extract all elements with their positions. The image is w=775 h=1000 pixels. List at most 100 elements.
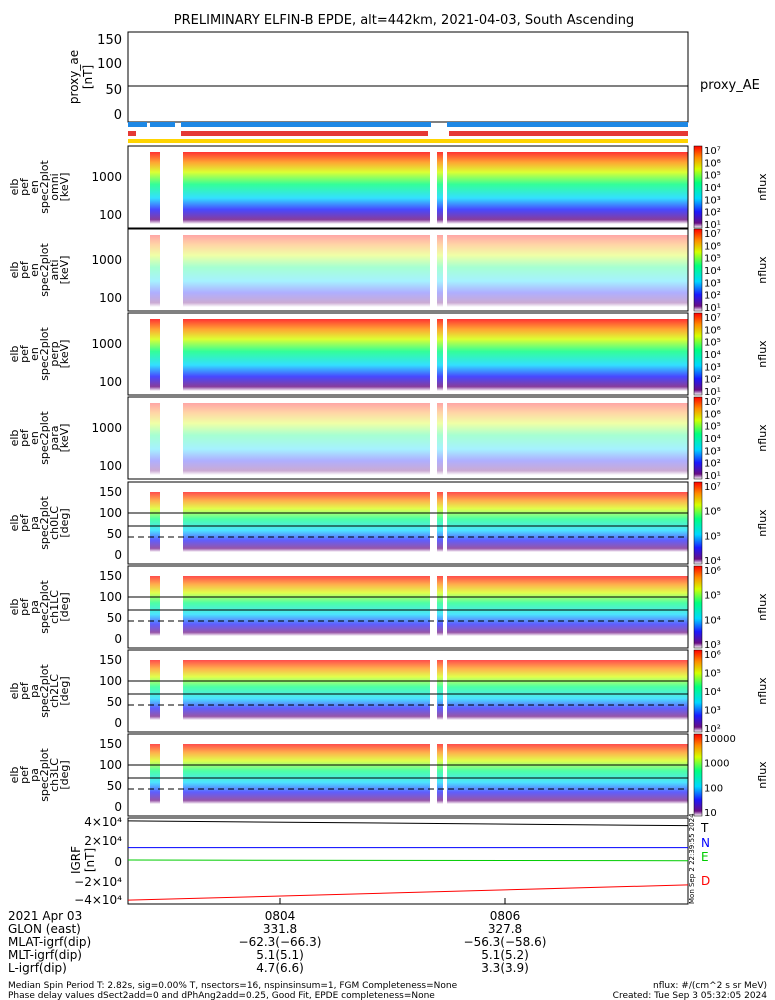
panel-ylabel: para: [48, 426, 61, 451]
colorbar-label: nflux: [756, 761, 769, 789]
colorbar: [693, 649, 703, 733]
colorbar-tick: 10⁵: [704, 591, 721, 602]
colorbar: [693, 145, 703, 229]
igrf-lines: [127, 820, 689, 901]
panel-frame: [127, 228, 689, 312]
footer-row-c2: 3.3(3.9): [481, 961, 529, 975]
panel-ylabel: [keV]: [58, 173, 71, 202]
status-bar-blue: [447, 122, 688, 127]
panel-ytick: 100: [99, 291, 122, 305]
spectrogram-band: [447, 660, 688, 720]
spectrogram-band: [183, 403, 430, 475]
spectrogram-band: [437, 319, 443, 391]
colorbar-tick: 10⁵: [704, 422, 721, 433]
colorbar-tick: 10⁵: [704, 171, 721, 182]
ae-ytick-50: 50: [105, 83, 122, 98]
panel-ylabel: elb: [8, 346, 21, 363]
colorbar-tick: 10⁶: [704, 325, 721, 336]
panel-ylabel: en: [28, 180, 41, 194]
panel-ylabel: pef: [18, 428, 31, 447]
colorbar-tick: 10¹: [704, 471, 721, 482]
colorbar-tick: 10¹: [704, 220, 721, 231]
footer-row-label: 2021 Apr 03: [8, 909, 82, 923]
spectrogram-band: [437, 152, 443, 224]
colorbar-tick: 10⁴: [704, 350, 721, 361]
panel-frame: [127, 733, 689, 817]
spectrogram-band: [447, 319, 688, 391]
spectrogram-band: [150, 403, 160, 475]
status-bar-red: [181, 131, 428, 136]
colorbar-tick: 10⁶: [704, 566, 721, 577]
ae-ylabel-name: proxy_ae: [67, 50, 81, 104]
spectrogram-band: [150, 744, 160, 804]
colorbar-tick: 10⁴: [704, 266, 721, 277]
panel-ylabel: pef: [18, 681, 31, 700]
panel-ytick: 100: [99, 758, 122, 772]
colorbar-label: nflux: [756, 677, 769, 705]
colorbar-label: nflux: [756, 340, 769, 368]
spectrogram-band: [183, 660, 430, 720]
colorbar-tick: 10⁴: [704, 687, 721, 698]
panel-ylabel: ch2LC: [48, 674, 61, 708]
igrf-ylabel-unit: [nT]: [83, 848, 97, 872]
igrf-ytick-m4e4: −4×10⁴: [74, 893, 122, 907]
panel-ylabel: elb: [8, 599, 21, 616]
colorbar-tick: 10²: [704, 724, 721, 735]
spectrogram-band: [437, 744, 443, 804]
igrf-ytick-2e4: 2×10⁴: [84, 834, 122, 848]
colorbar-tick: 10³: [704, 278, 721, 289]
spectrogram-band: [150, 660, 160, 720]
colorbar: [693, 481, 703, 565]
panel-ytick: 1000: [91, 421, 122, 435]
status-bar-blue: [150, 122, 175, 127]
igrf-ytick-0: 0: [114, 855, 122, 869]
colorbar-tick: 10⁶: [704, 650, 721, 661]
panel-ylabel: [deg]: [58, 508, 71, 537]
panel-frame: [127, 565, 689, 649]
panel-ylabel: spec2plot: [38, 327, 51, 381]
panel-ytick: 100: [99, 208, 122, 222]
spectrogram-band: [447, 744, 688, 804]
footer-units: nflux: #/(cm^2 s sr MeV): [653, 981, 767, 991]
panel-ylabel: pef: [18, 513, 31, 532]
spectrogram-band: [447, 235, 688, 307]
panel-ylabel: spec2plot: [38, 411, 51, 465]
colorbar-tick: 10³: [704, 195, 721, 206]
colorbar-tick: 100: [704, 783, 723, 794]
panel-ylabel: [deg]: [58, 592, 71, 621]
colorbar-tick: 10⁵: [704, 669, 721, 680]
spectrogram-band: [183, 744, 430, 804]
ae-legend-label: proxy_AE: [700, 78, 760, 93]
panel-ytick: 100: [99, 506, 122, 520]
panel-ylabel: [keV]: [58, 256, 71, 285]
spectrogram-band: [150, 235, 160, 307]
footer-row-c2: 327.8: [488, 922, 522, 936]
igrf-ytick-4e4: 4×10⁴: [84, 815, 122, 829]
panel-ytick: 0: [114, 632, 122, 646]
colorbar-tick: 10⁷: [704, 482, 721, 493]
panel-ylabel: pef: [18, 344, 31, 363]
footer-created: Created: Tue Sep 3 05:32:05 2024: [613, 991, 768, 1000]
panel-ytick: 150: [99, 737, 122, 751]
spectrogram-panels: 1000100elbpefenspec2plotomni[keV]10⁷10⁶1…: [8, 145, 769, 819]
colorbar-tick: 10⁴: [704, 183, 721, 194]
footer-row-label: MLT-igrf(dip): [8, 948, 82, 962]
spectrogram-band: [183, 152, 430, 224]
panel-ylabel: pef: [18, 177, 31, 196]
colorbar-tick: 10⁴: [704, 434, 721, 445]
spectrogram-band: [183, 235, 430, 307]
spectrogram-band: [183, 492, 430, 552]
panel-ytick: 100: [99, 590, 122, 604]
panel-ylabel: pef: [18, 597, 31, 616]
panel-ylabel: spec2plot: [38, 496, 51, 550]
panel-ylabel: en: [28, 263, 41, 277]
footer-row-c2: 5.1(5.2): [481, 948, 529, 962]
ae-ytick-0: 0: [114, 108, 122, 123]
colorbar-label: nflux: [756, 256, 769, 284]
colorbar-tick: 10⁶: [704, 241, 721, 252]
